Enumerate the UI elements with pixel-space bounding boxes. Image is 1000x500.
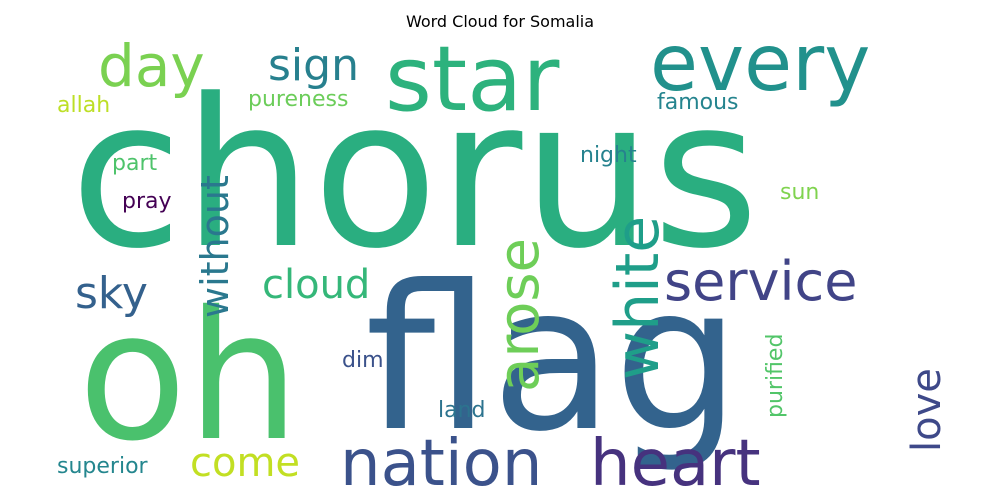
word-famous: famous [657, 90, 739, 115]
word-love: love [904, 368, 950, 452]
word-nation: nation [340, 427, 542, 500]
word-day: day [98, 32, 205, 100]
word-without: without [193, 175, 237, 318]
word-superior: superior [57, 454, 149, 479]
word-white: white [603, 216, 673, 380]
word-cloud: cloud [262, 262, 370, 308]
word-purified: purified [763, 334, 788, 418]
word-oh: oh [78, 273, 300, 480]
word-sign: sign [268, 40, 359, 91]
word-part: part [112, 151, 157, 176]
word-heart: heart [590, 427, 761, 500]
word-flag: flag [365, 243, 741, 476]
word-land: land [438, 398, 486, 423]
word-pray: pray [122, 189, 172, 214]
word-every: every [650, 19, 870, 109]
word-sky: sky [75, 268, 148, 319]
word-come: come [190, 440, 300, 486]
word-sun: sun [780, 180, 819, 205]
word-allah: allah [57, 93, 110, 118]
chart-title: Word Cloud for Somalia [405, 12, 595, 31]
word-dim: dim [342, 348, 384, 373]
word-star: star [385, 27, 559, 132]
word-service: service [664, 250, 857, 313]
word-chorus: chorus [70, 56, 759, 294]
word-night: night [580, 143, 637, 168]
word-arose: arose [487, 238, 552, 392]
word-pureness: pureness [248, 87, 348, 112]
